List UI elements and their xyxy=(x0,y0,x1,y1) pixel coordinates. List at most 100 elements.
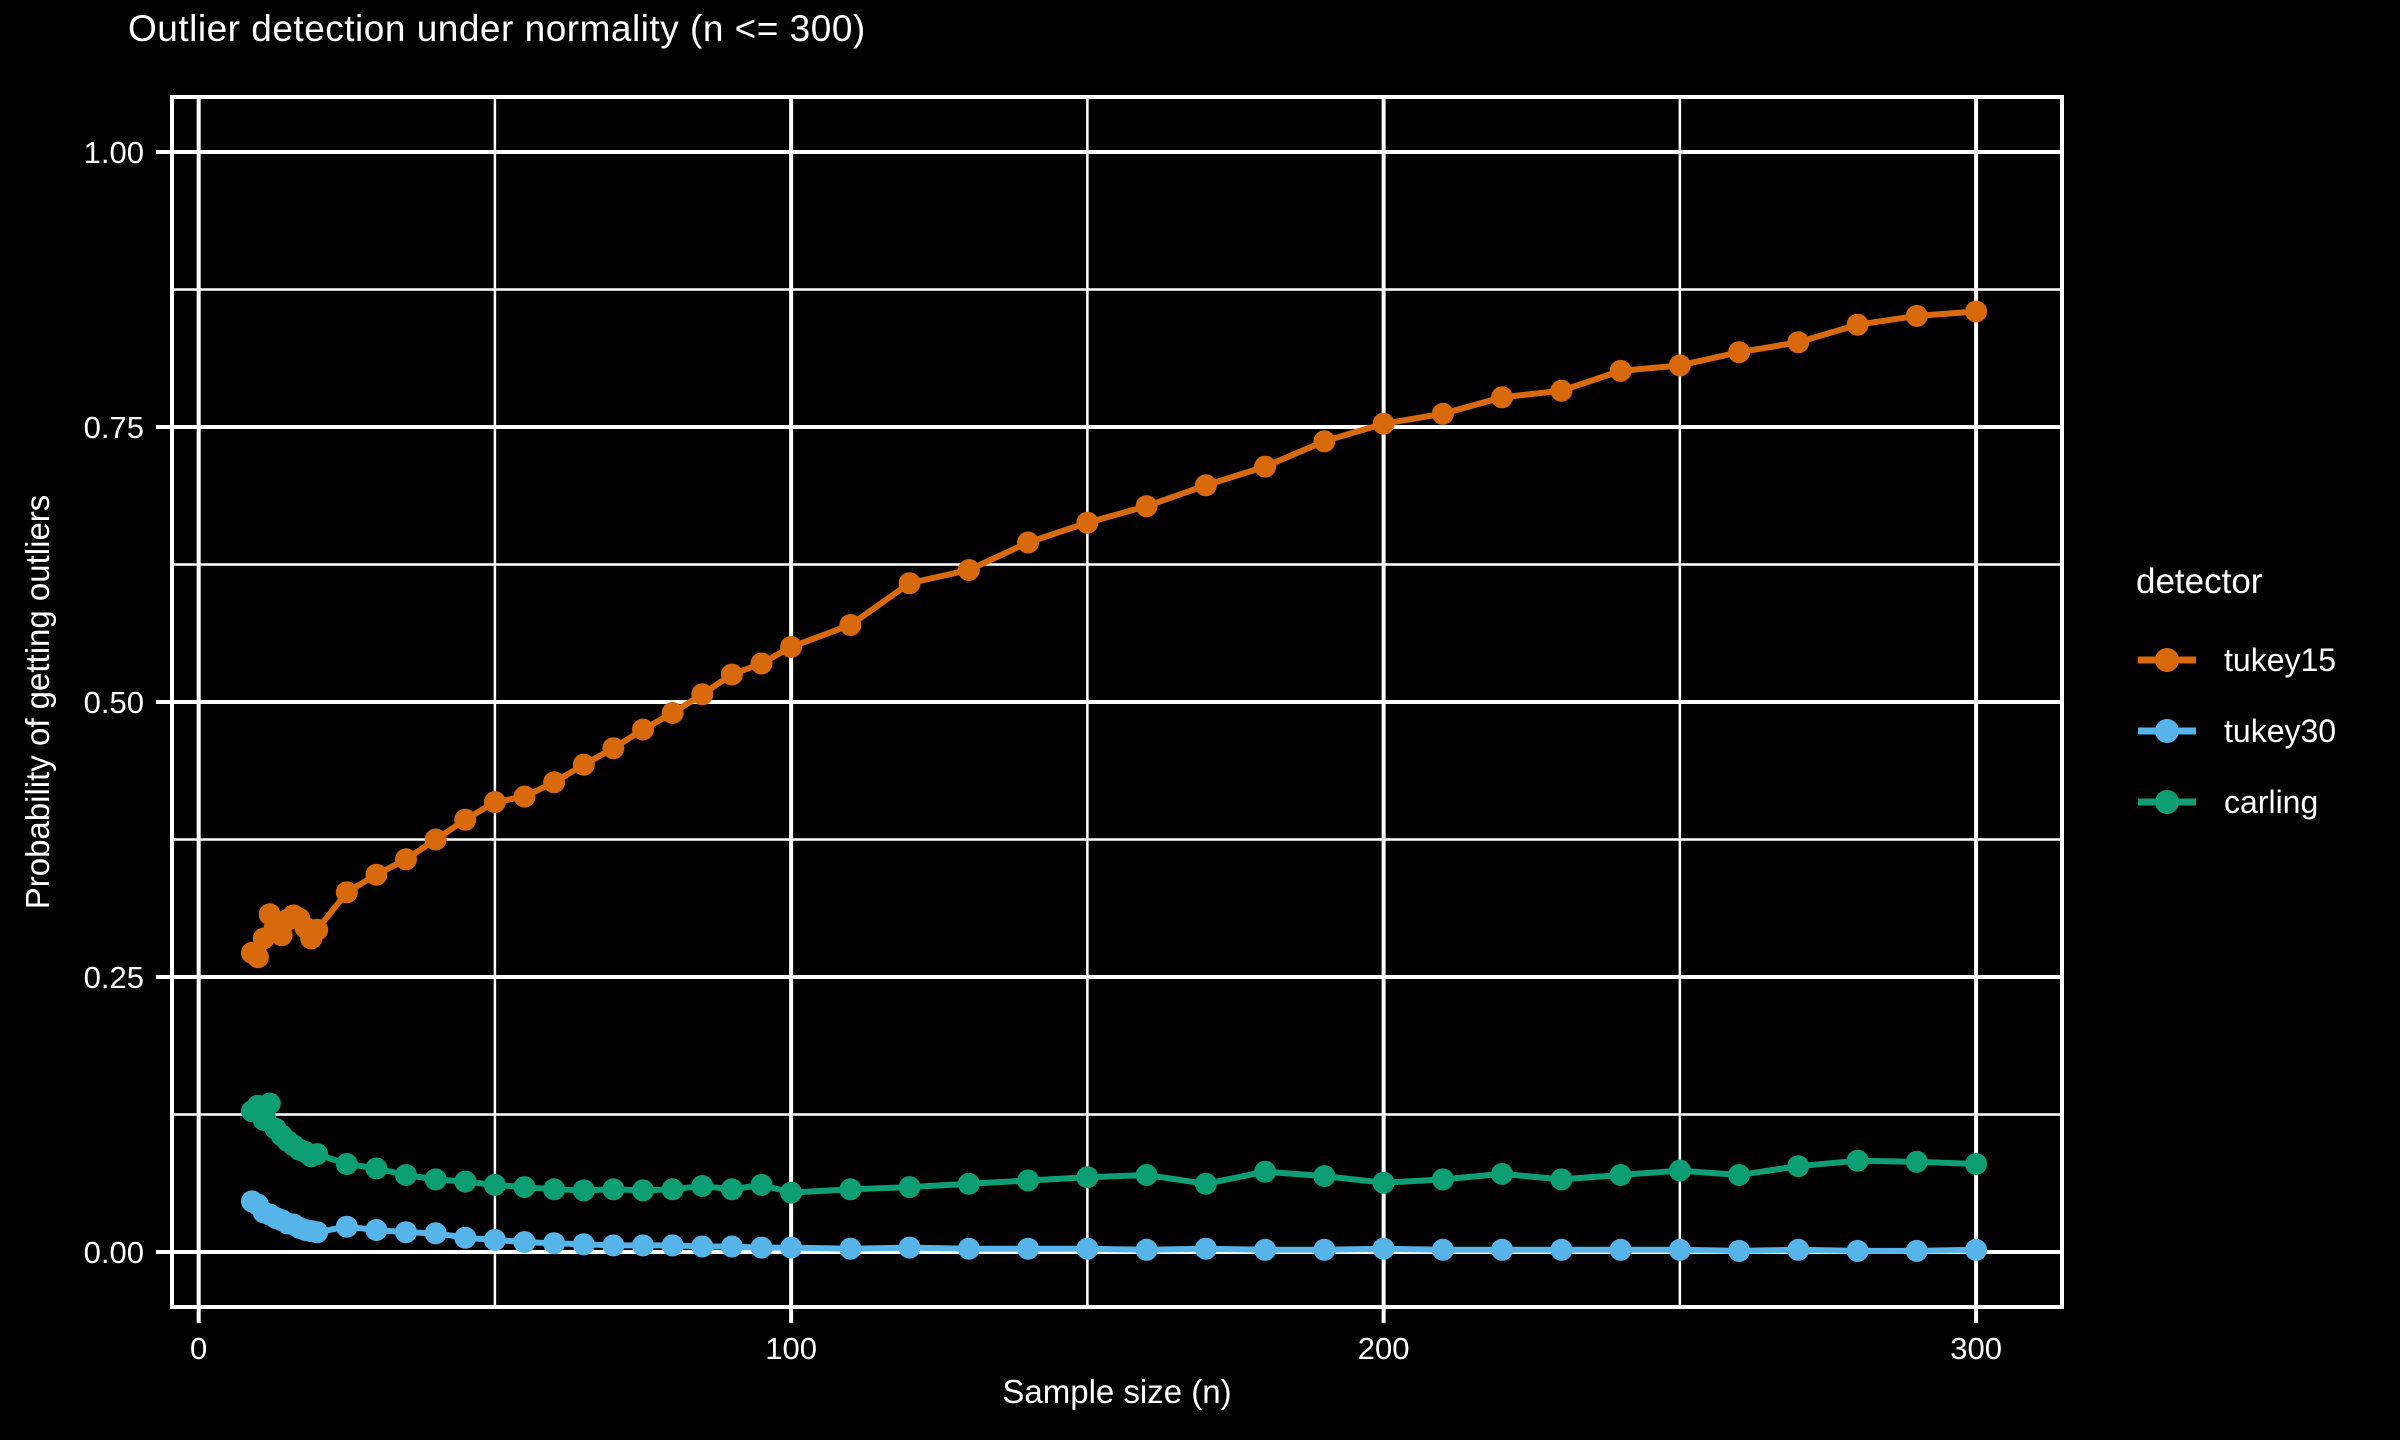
data-point-tukey15 xyxy=(306,918,329,941)
y-axis-title: Probability of getting outliers xyxy=(19,494,56,910)
data-point-tukey30 xyxy=(543,1232,566,1255)
data-point-tukey15 xyxy=(780,636,803,658)
data-point-tukey30 xyxy=(483,1228,506,1251)
data-point-tukey15 xyxy=(454,808,477,831)
data-point-carling xyxy=(483,1173,506,1196)
data-point-tukey15 xyxy=(750,652,773,675)
data-point-tukey15 xyxy=(543,771,566,794)
legend-title: detector xyxy=(2136,562,2263,601)
y-tick-label: 0.50 xyxy=(84,685,144,720)
data-point-tukey30 xyxy=(1728,1239,1751,1262)
data-point-carling xyxy=(1787,1155,1810,1178)
data-point-carling xyxy=(1313,1165,1336,1188)
data-point-tukey15 xyxy=(1728,341,1751,364)
data-point-tukey15 xyxy=(602,737,625,760)
data-point-carling xyxy=(1846,1149,1869,1172)
y-tick-label: 0.25 xyxy=(84,960,144,995)
data-point-tukey15 xyxy=(1609,359,1632,382)
data-point-carling xyxy=(1194,1172,1217,1195)
data-point-tukey15 xyxy=(1372,412,1395,435)
data-point-carling xyxy=(1965,1153,1988,1175)
data-point-carling xyxy=(750,1173,773,1196)
data-point-carling xyxy=(1609,1164,1632,1186)
data-point-carling xyxy=(1017,1169,1040,1192)
data-point-tukey15 xyxy=(1194,474,1217,497)
series-line-carling xyxy=(249,1100,1980,1196)
legend-label-carling: carling xyxy=(2224,783,2319,820)
data-point-tukey15 xyxy=(395,848,417,871)
data-point-carling xyxy=(1905,1150,1928,1173)
data-point-tukey30 xyxy=(1905,1239,1928,1262)
data-point-tukey15 xyxy=(1965,300,1988,323)
data-point-carling xyxy=(1254,1160,1277,1183)
data-point-tukey30 xyxy=(839,1237,862,1260)
data-point-tukey15 xyxy=(839,614,862,636)
data-point-tukey30 xyxy=(513,1231,536,1254)
data-point-tukey15 xyxy=(1135,495,1158,518)
series-line-tukey15 xyxy=(249,308,1980,961)
data-point-tukey30 xyxy=(335,1215,358,1238)
data-point-tukey15 xyxy=(1431,402,1454,425)
data-point-carling xyxy=(632,1179,654,1202)
data-point-tukey15 xyxy=(898,572,921,595)
data-point-carling xyxy=(543,1178,566,1201)
data-point-carling xyxy=(306,1143,329,1166)
data-point-carling xyxy=(365,1157,388,1180)
data-point-tukey30 xyxy=(424,1222,447,1245)
data-point-carling xyxy=(691,1175,714,1197)
data-point-tukey30 xyxy=(691,1235,714,1258)
data-point-tukey30 xyxy=(957,1237,980,1260)
data-point-carling xyxy=(1372,1171,1395,1194)
legend-label-tukey15: tukey15 xyxy=(2224,641,2337,678)
data-point-tukey30 xyxy=(1313,1238,1336,1261)
data-point-tukey30 xyxy=(1431,1238,1454,1261)
data-point-tukey15 xyxy=(720,663,743,686)
data-point-tukey15 xyxy=(691,683,714,706)
data-point-tukey15 xyxy=(1017,531,1040,554)
data-point-carling xyxy=(1728,1164,1751,1186)
data-point-carling xyxy=(1550,1168,1573,1191)
data-point-tukey15 xyxy=(246,946,269,969)
data-point-tukey30 xyxy=(750,1236,773,1259)
data-point-tukey15 xyxy=(1076,511,1099,534)
data-point-carling xyxy=(395,1164,417,1186)
data-point-carling xyxy=(602,1178,625,1201)
data-point-tukey15 xyxy=(1905,304,1928,327)
legend-item-tukey15: tukey15 xyxy=(2136,638,2336,682)
legend-key-tukey30 xyxy=(2138,719,2196,743)
legend-item-carling: carling xyxy=(2136,780,2336,824)
data-point-tukey30 xyxy=(1787,1238,1810,1261)
data-point-tukey30 xyxy=(1254,1238,1277,1261)
data-point-tukey15 xyxy=(1550,379,1573,402)
data-point-tukey15 xyxy=(1313,430,1336,453)
legend-label-tukey30: tukey30 xyxy=(2224,712,2337,749)
data-point-carling xyxy=(424,1168,447,1191)
data-point-tukey15 xyxy=(661,702,684,724)
data-point-tukey30 xyxy=(1491,1238,1514,1261)
data-point-tukey15 xyxy=(335,881,358,904)
legend-items: tukey15 tukey30 carling xyxy=(2136,638,2336,824)
data-point-tukey30 xyxy=(365,1219,388,1241)
chart-title: Outlier detection under normality (n <= … xyxy=(128,8,866,49)
x-tick-label: 200 xyxy=(1358,1331,1410,1366)
data-point-tukey15 xyxy=(1668,354,1691,377)
data-point-tukey30 xyxy=(720,1235,743,1258)
data-point-carling xyxy=(1491,1162,1514,1185)
data-point-tukey15 xyxy=(424,828,447,851)
x-tick-label: 300 xyxy=(1950,1331,2002,1366)
data-point-carling xyxy=(258,1092,281,1115)
data-point-carling xyxy=(1668,1159,1691,1182)
data-point-tukey30 xyxy=(454,1226,477,1249)
legend-key-tukey15 xyxy=(2138,648,2196,672)
y-tick-label: 0.75 xyxy=(84,410,144,445)
data-point-tukey15 xyxy=(1787,331,1810,354)
legend-key-dot xyxy=(2155,719,2179,743)
data-point-carling xyxy=(513,1176,536,1199)
data-point-tukey30 xyxy=(1372,1237,1395,1260)
data-point-tukey30 xyxy=(1609,1238,1632,1261)
legend-item-tukey30: tukey30 xyxy=(2136,709,2336,753)
data-point-tukey15 xyxy=(513,785,536,808)
data-point-tukey15 xyxy=(1491,386,1514,409)
